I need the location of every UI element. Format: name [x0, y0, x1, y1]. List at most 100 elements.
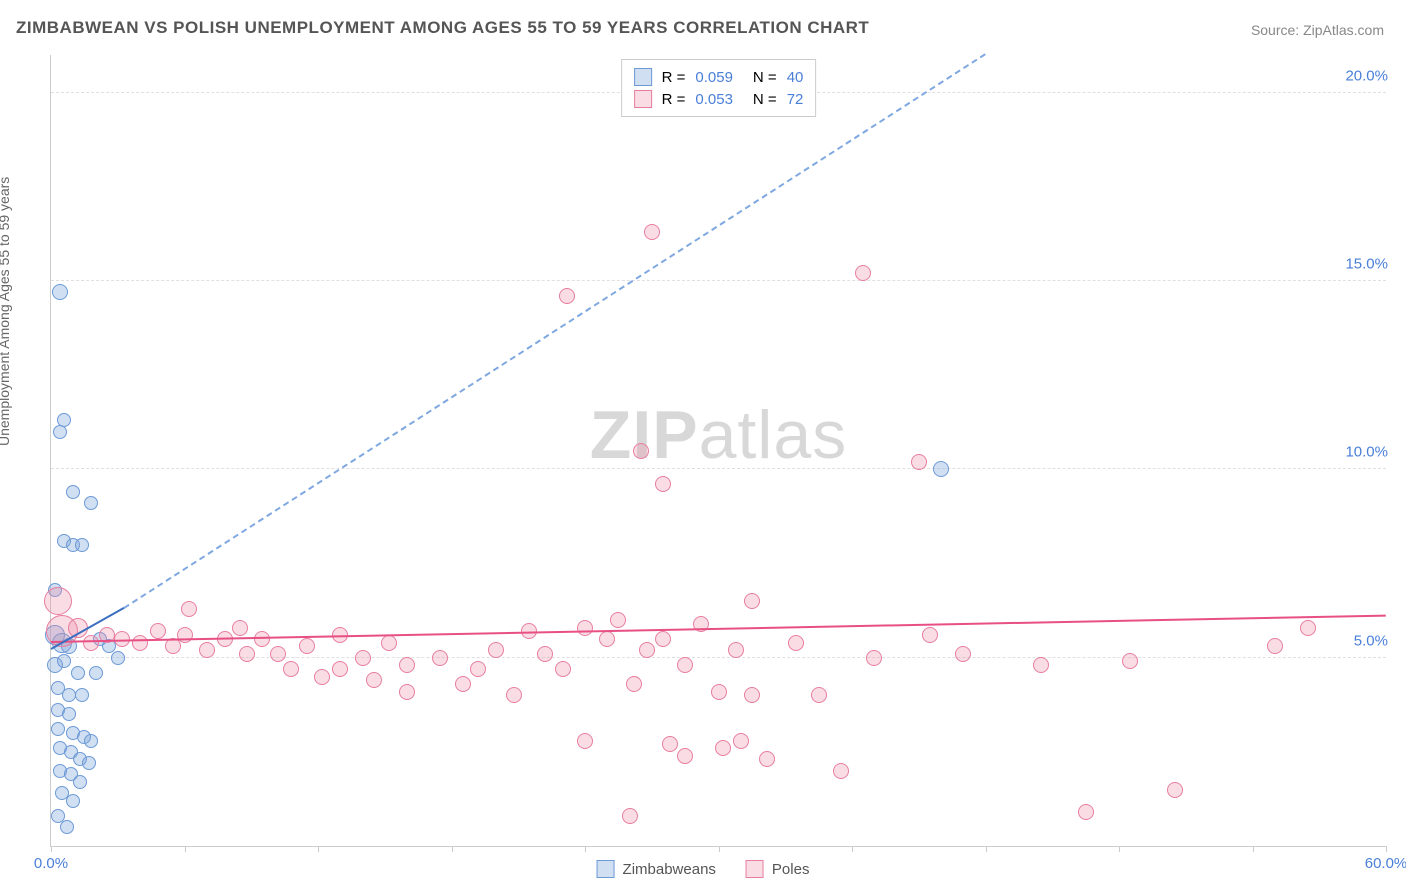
data-point [75, 688, 89, 702]
legend-item-poles: Poles [746, 860, 810, 878]
data-point [1267, 638, 1283, 654]
data-point [1033, 657, 1049, 673]
x-tick [185, 846, 186, 852]
data-point [622, 808, 638, 824]
data-point [132, 635, 148, 651]
data-point [626, 676, 642, 692]
data-point [232, 620, 248, 636]
data-point [855, 265, 871, 281]
legend-item-zimbabweans: Zimbabweans [597, 860, 716, 878]
data-point [577, 733, 593, 749]
data-point [239, 646, 255, 662]
source-label: Source: ZipAtlas.com [1251, 22, 1384, 38]
data-point [199, 642, 215, 658]
data-point [150, 623, 166, 639]
x-tick-label: 60.0% [1365, 855, 1406, 872]
data-point [270, 646, 286, 662]
data-point [62, 707, 76, 721]
data-point [66, 794, 80, 808]
y-tick-label: 10.0% [1345, 444, 1388, 461]
data-point [1122, 653, 1138, 669]
data-point [933, 461, 949, 477]
x-tick [1253, 846, 1254, 852]
data-point [283, 661, 299, 677]
r-value-0: 0.059 [695, 69, 733, 86]
n-value-0: 40 [787, 69, 804, 86]
x-tick [318, 846, 319, 852]
plot-area: ZIPatlas R = 0.059 N = 40 R = 0.053 N = … [50, 55, 1386, 847]
data-point [62, 688, 76, 702]
data-point [111, 651, 125, 665]
trend-line [124, 53, 986, 608]
data-point [75, 538, 89, 552]
data-point [811, 687, 827, 703]
legend-series: Zimbabweans Poles [597, 860, 810, 878]
data-point [866, 650, 882, 666]
data-point [644, 224, 660, 240]
data-point [744, 687, 760, 703]
trend-line [51, 614, 1386, 642]
data-point [381, 635, 397, 651]
gridline [51, 468, 1386, 469]
data-point [89, 666, 103, 680]
x-tick [852, 846, 853, 852]
data-point [639, 642, 655, 658]
chart-container: ZIMBABWEAN VS POLISH UNEMPLOYMENT AMONG … [0, 0, 1406, 892]
data-point [599, 631, 615, 647]
data-point [655, 631, 671, 647]
x-tick-label: 0.0% [34, 855, 68, 872]
data-point [488, 642, 504, 658]
swatch-poles-icon [746, 860, 764, 878]
data-point [177, 627, 193, 643]
data-point [57, 654, 71, 668]
data-point [84, 734, 98, 748]
data-point [555, 661, 571, 677]
data-point [728, 642, 744, 658]
data-point [366, 672, 382, 688]
data-point [655, 476, 671, 492]
data-point [314, 669, 330, 685]
data-point [73, 775, 87, 789]
data-point [922, 627, 938, 643]
data-point [955, 646, 971, 662]
x-tick [1119, 846, 1120, 852]
data-point [559, 288, 575, 304]
data-point [84, 496, 98, 510]
gridline [51, 280, 1386, 281]
data-point [677, 748, 693, 764]
data-point [610, 612, 626, 628]
legend-stats-row: R = 0.053 N = 72 [634, 88, 804, 110]
data-point [788, 635, 804, 651]
x-tick [986, 846, 987, 852]
data-point [911, 454, 927, 470]
data-point [52, 284, 68, 300]
data-point [355, 650, 371, 666]
legend-stats: R = 0.059 N = 40 R = 0.053 N = 72 [621, 59, 817, 117]
data-point [537, 646, 553, 662]
y-axis-label: Unemployment Among Ages 55 to 59 years [0, 177, 12, 446]
swatch-poles [634, 90, 652, 108]
x-tick [51, 846, 52, 852]
data-point [833, 763, 849, 779]
data-point [51, 722, 65, 736]
data-point [577, 620, 593, 636]
x-tick [452, 846, 453, 852]
y-tick-label: 5.0% [1354, 632, 1388, 649]
y-tick-label: 20.0% [1345, 67, 1388, 84]
y-tick-label: 15.0% [1345, 256, 1388, 273]
data-point [1078, 804, 1094, 820]
swatch-zimbabweans-icon [597, 860, 615, 878]
data-point [83, 635, 99, 651]
data-point [60, 820, 74, 834]
data-point [470, 661, 486, 677]
data-point [44, 587, 72, 615]
x-tick [585, 846, 586, 852]
r-value-1: 0.053 [695, 91, 733, 108]
data-point [677, 657, 693, 673]
data-point [662, 736, 678, 752]
data-point [711, 684, 727, 700]
data-point [71, 666, 85, 680]
data-point [744, 593, 760, 609]
data-point [299, 638, 315, 654]
n-value-1: 72 [787, 91, 804, 108]
